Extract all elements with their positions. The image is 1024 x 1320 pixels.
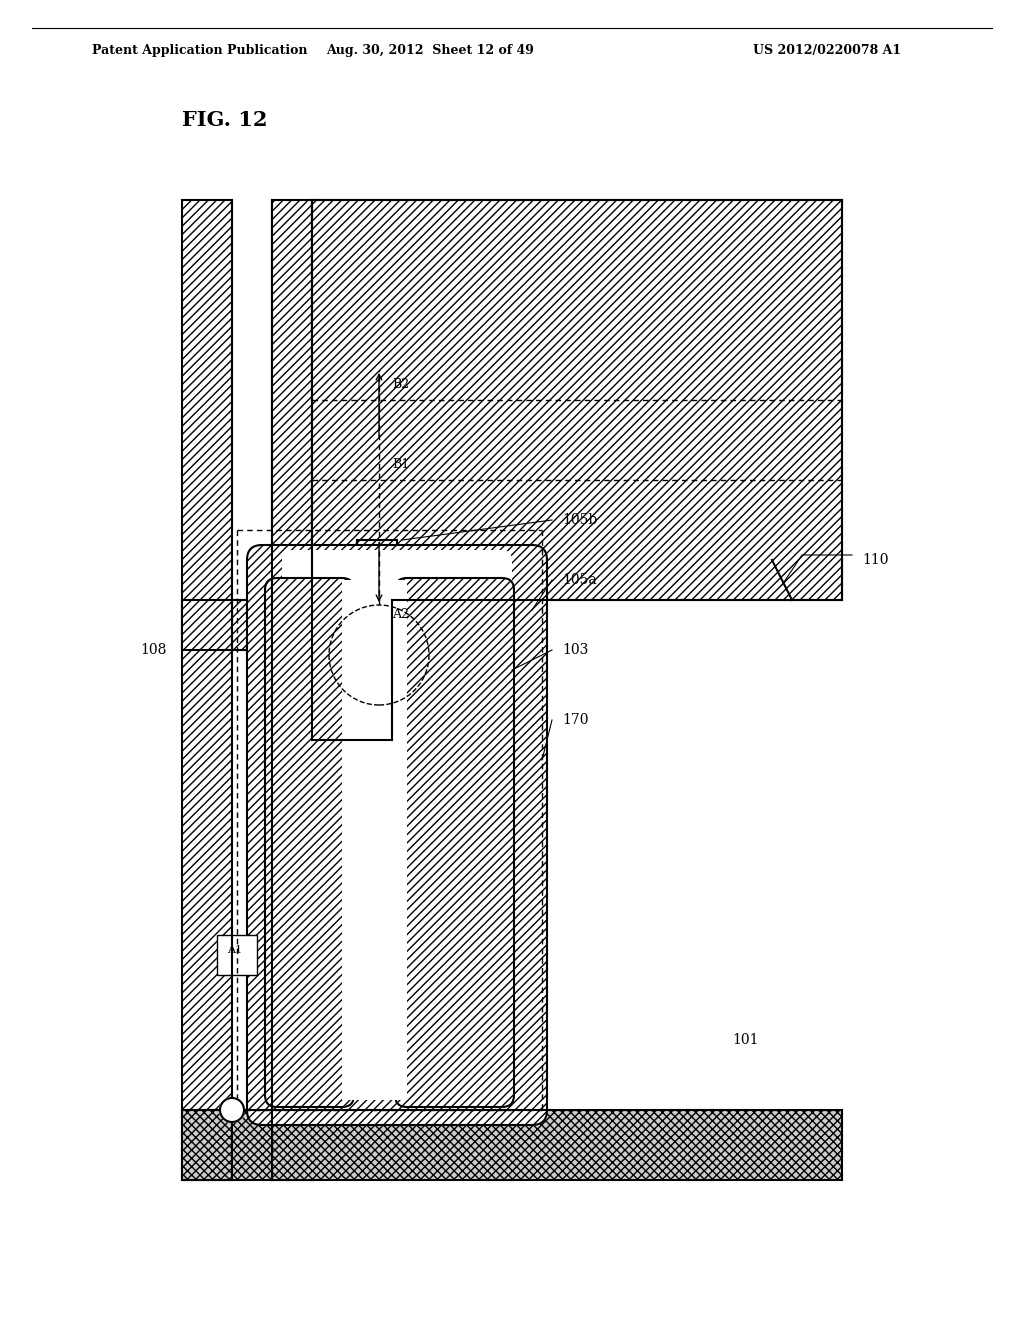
Bar — [342, 579, 407, 1100]
Bar — [217, 935, 257, 975]
Bar — [182, 1110, 842, 1180]
Bar — [182, 601, 312, 649]
Text: 101: 101 — [732, 1034, 759, 1047]
Bar — [182, 201, 232, 1180]
Text: 170: 170 — [562, 713, 589, 727]
Text: 105a: 105a — [562, 573, 597, 587]
Bar — [312, 201, 842, 601]
Circle shape — [220, 1098, 244, 1122]
Text: FIG. 12: FIG. 12 — [182, 110, 267, 129]
Bar — [312, 601, 392, 741]
Bar — [312, 741, 842, 1110]
Bar — [182, 1110, 842, 1180]
Text: A2: A2 — [392, 609, 409, 622]
Bar — [312, 201, 842, 601]
Text: B1: B1 — [392, 458, 410, 471]
Text: 108: 108 — [140, 643, 167, 657]
Bar — [272, 201, 312, 1180]
Text: Patent Application Publication: Patent Application Publication — [92, 44, 307, 57]
Bar — [312, 601, 392, 741]
Bar — [232, 601, 312, 649]
Bar — [357, 540, 397, 1110]
Bar — [232, 201, 272, 1180]
Text: A1: A1 — [227, 945, 242, 954]
Text: 110: 110 — [862, 553, 889, 568]
Text: B2: B2 — [392, 379, 410, 392]
Text: 103: 103 — [562, 643, 589, 657]
Text: 105b: 105b — [562, 513, 597, 527]
Bar — [232, 601, 312, 649]
FancyBboxPatch shape — [247, 545, 547, 1125]
Bar — [232, 601, 312, 649]
Bar — [182, 601, 312, 649]
Bar — [357, 540, 397, 1110]
Text: Aug. 30, 2012  Sheet 12 of 49: Aug. 30, 2012 Sheet 12 of 49 — [326, 44, 535, 57]
Bar — [272, 201, 312, 1180]
FancyBboxPatch shape — [265, 578, 354, 1107]
FancyBboxPatch shape — [282, 550, 512, 1090]
FancyBboxPatch shape — [395, 578, 514, 1107]
Bar — [182, 201, 232, 1180]
Text: US 2012/0220078 A1: US 2012/0220078 A1 — [753, 44, 901, 57]
